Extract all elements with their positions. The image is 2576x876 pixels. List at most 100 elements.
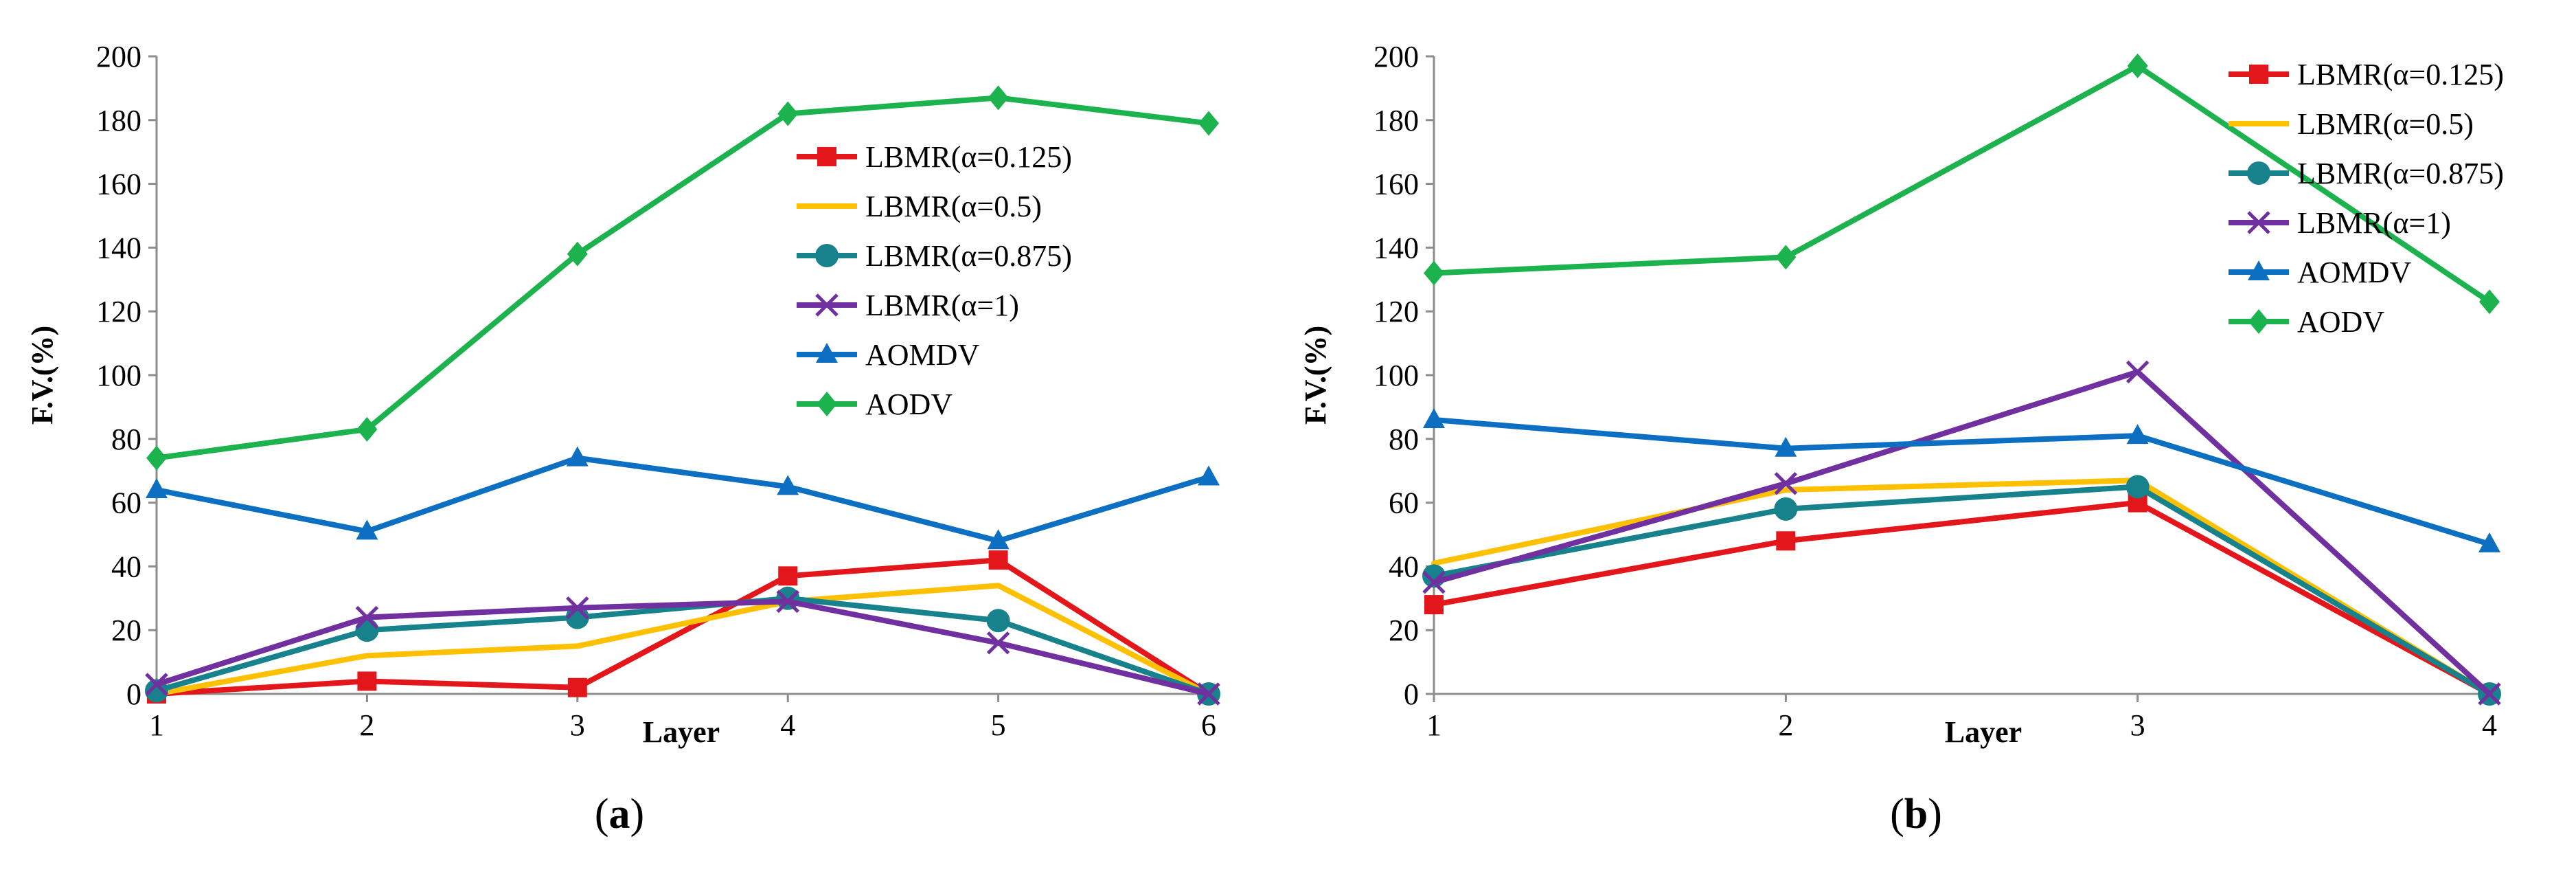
chart-panel-a: 0 20 40 60 80 100 120 140 160 180 200 1 2 3 4 5 6 Layer F.…	[25, 40, 1220, 838]
panel-b-marker-aomdv	[1423, 407, 1445, 428]
panel-b-x-tick-label: 2	[1778, 708, 1793, 742]
panel-a-legend-label: LBMR(α=0.125)	[865, 140, 1072, 174]
panel-a-legend-marker	[817, 147, 836, 166]
panel-a-marker-lbmr-alpha-1	[986, 631, 1010, 655]
panel-a-caption-letter: a	[609, 791, 630, 838]
panel-b-marker-aomdv	[2478, 532, 2500, 552]
panel-b-y-tick-label: 120	[1374, 295, 1419, 328]
panel-a-legend-label: AODV	[865, 388, 953, 421]
panel-b-line-aodv	[1431, 63, 2492, 305]
panel-a-y-tick-label: 80	[111, 423, 141, 456]
panel-b-y-axis-title: F.V.(%)	[1299, 326, 1332, 425]
panel-b-legend-marker	[2247, 211, 2270, 234]
panel-a-marker-lbmr-alpha-1	[1197, 682, 1220, 706]
panel-a-caption-open: (	[595, 791, 609, 838]
panel-b-line-lbmr-alpha-1	[1431, 369, 2492, 697]
panel-b-marker-aodv	[1775, 245, 1797, 270]
panel-a-marker-aomdv	[987, 529, 1010, 550]
panel-a-series-aodv	[146, 85, 1219, 471]
panel-a-y-tick-label: 120	[96, 295, 141, 328]
panel-a-legend: LBMR(α=0.125) LBMR(α=0.5) LBMR(α=0.875) LBM…	[797, 140, 1072, 421]
panel-a-legend-marker	[816, 343, 838, 363]
panel-a-legend-label: AOMDV	[865, 338, 979, 372]
panel-b-marker-aodv	[1424, 260, 1444, 286]
panel-a-line-lbmr-alpha-0-5	[154, 583, 1211, 697]
panel-b-marker-lbmr-alpha-0-875	[2125, 475, 2150, 499]
panel-b-legend-label: LBMR(α=0.5)	[2297, 107, 2474, 141]
panel-a-marker-aodv	[777, 101, 799, 126]
panel-b-marker-lbmr-alpha-0-875	[1774, 497, 1798, 521]
panel-b-caption-open: (	[1890, 791, 1904, 838]
panel-b-x-tick-label: 4	[2482, 708, 2497, 742]
panel-a-marker-lbmr-alpha-1	[145, 673, 168, 696]
panel-b-marker-aomdv	[2126, 424, 2149, 445]
panel-b-series-lbmr-alpha-1	[1422, 360, 2501, 706]
panel-b-series-aomdv	[1423, 407, 2500, 552]
panel-b-marker-aodv	[2479, 289, 2500, 315]
panel-a-y-tick-label: 20	[111, 614, 141, 647]
panel-a-legend-item-aodv: AODV	[797, 388, 953, 421]
panel-a-marker-aodv	[356, 416, 378, 442]
panel-a-marker-lbmr-alpha-0-875	[986, 609, 1010, 633]
panel-b-marker-lbmr-alpha-1	[1422, 570, 1446, 594]
panel-a-y-tick-label: 0	[126, 677, 141, 711]
panel-a-marker-aomdv	[777, 475, 799, 495]
panel-a-x-tick-label: 2	[359, 708, 374, 742]
panel-b-y-tick-label: 60	[1389, 486, 1419, 520]
panel-b-caption-letter: b	[1904, 791, 1928, 838]
panel-b-legend-item-lbmr-alpha-1: LBMR(α=1)	[2229, 206, 2451, 240]
panel-b-marker-lbmr-alpha-1	[1774, 471, 1798, 495]
panel-a-legend-label: LBMR(α=0.875)	[865, 239, 1072, 273]
panel-b-marker-lbmr-alpha-0-125	[1776, 531, 1796, 551]
panel-a-marker-lbmr-alpha-0-125	[357, 671, 377, 691]
panel-b-series-lbmr-alpha-0-875	[1422, 475, 2501, 706]
panel-b-y-tick-label: 140	[1374, 231, 1419, 265]
panel-a-legend-item-aomdv: AOMDV	[797, 338, 979, 372]
panel-b-marker-aodv	[2127, 53, 2148, 78]
panel-a-legend-label: LBMR(α=1)	[865, 289, 1019, 322]
panel-a-line-lbmr-alpha-0-125	[154, 557, 1211, 697]
panel-a-x-tick-label: 6	[1201, 708, 1216, 742]
panel-a-series-aomdv	[146, 446, 1220, 550]
panel-b-series-aodv	[1424, 53, 2500, 315]
panel-b-legend-label: AODV	[2297, 305, 2384, 339]
panel-a-caption: (a)	[595, 791, 644, 838]
panel-b-y-tick-label: 180	[1374, 104, 1419, 137]
panel-a-y-axis-title: F.V.(%)	[25, 326, 59, 425]
panel-a-y-tick-label: 140	[96, 231, 141, 265]
panel-b-marker-lbmr-alpha-1	[2478, 682, 2501, 706]
panel-b-marker-lbmr-alpha-1	[2125, 360, 2150, 384]
panel-b-legend-label: LBMR(α=0.875)	[2297, 157, 2504, 190]
panel-a-legend-item-lbmr-alpha-0-125: LBMR(α=0.125)	[797, 140, 1072, 174]
panel-a-marker-lbmr-alpha-0-125	[988, 550, 1008, 570]
panel-b-legend-label: AOMDV	[2297, 256, 2411, 289]
panel-a-y-tick-label: 160	[96, 168, 141, 201]
panel-b-x-axis-title: Layer	[1945, 715, 2022, 749]
panel-b-legend-marker	[2249, 65, 2268, 84]
panel-b-y-tick-label: 20	[1389, 614, 1419, 647]
panel-a-legend-marker	[815, 244, 839, 267]
panel-b-marker-lbmr-alpha-0-125	[1424, 595, 1444, 615]
panel-a-line-lbmr-alpha-1	[154, 598, 1211, 697]
panel-a-marker-lbmr-alpha-1	[566, 596, 589, 620]
panel-a-y-tick-label: 40	[111, 550, 141, 583]
panel-b-y-tick-label: 0	[1404, 677, 1419, 711]
panel-a-marker-lbmr-alpha-1	[776, 589, 799, 614]
panel-a-x-tick-label: 5	[991, 708, 1006, 742]
panel-a-legend-marker	[817, 392, 837, 416]
panel-a-line-lbmr-alpha-0-875	[154, 595, 1211, 697]
panel-a-x-tick-label: 4	[780, 708, 795, 742]
panel-a-marker-lbmr-alpha-0-125	[567, 677, 587, 697]
panel-a-legend-marker	[815, 293, 839, 317]
panel-b-legend-item-aodv: AODV	[2229, 305, 2384, 339]
panel-b-series-lbmr-alpha-0-5	[1431, 478, 2492, 697]
panel-a-x-axis-title: Layer	[643, 715, 720, 749]
panel-b-legend-item-lbmr-alpha-0-5: LBMR(α=0.5)	[2229, 107, 2474, 141]
panel-a-series-lbmr-alpha-1	[145, 589, 1220, 706]
panel-a-x-tick-label: 1	[149, 708, 164, 742]
panel-a-series-lbmr-alpha-0-125	[147, 550, 1218, 704]
panel-b-x-tick-label: 1	[1426, 708, 1441, 742]
panel-a-marker-aomdv	[1198, 465, 1220, 486]
panel-b-legend-marker	[2247, 161, 2270, 185]
panel-a-line-aomdv	[154, 455, 1211, 544]
